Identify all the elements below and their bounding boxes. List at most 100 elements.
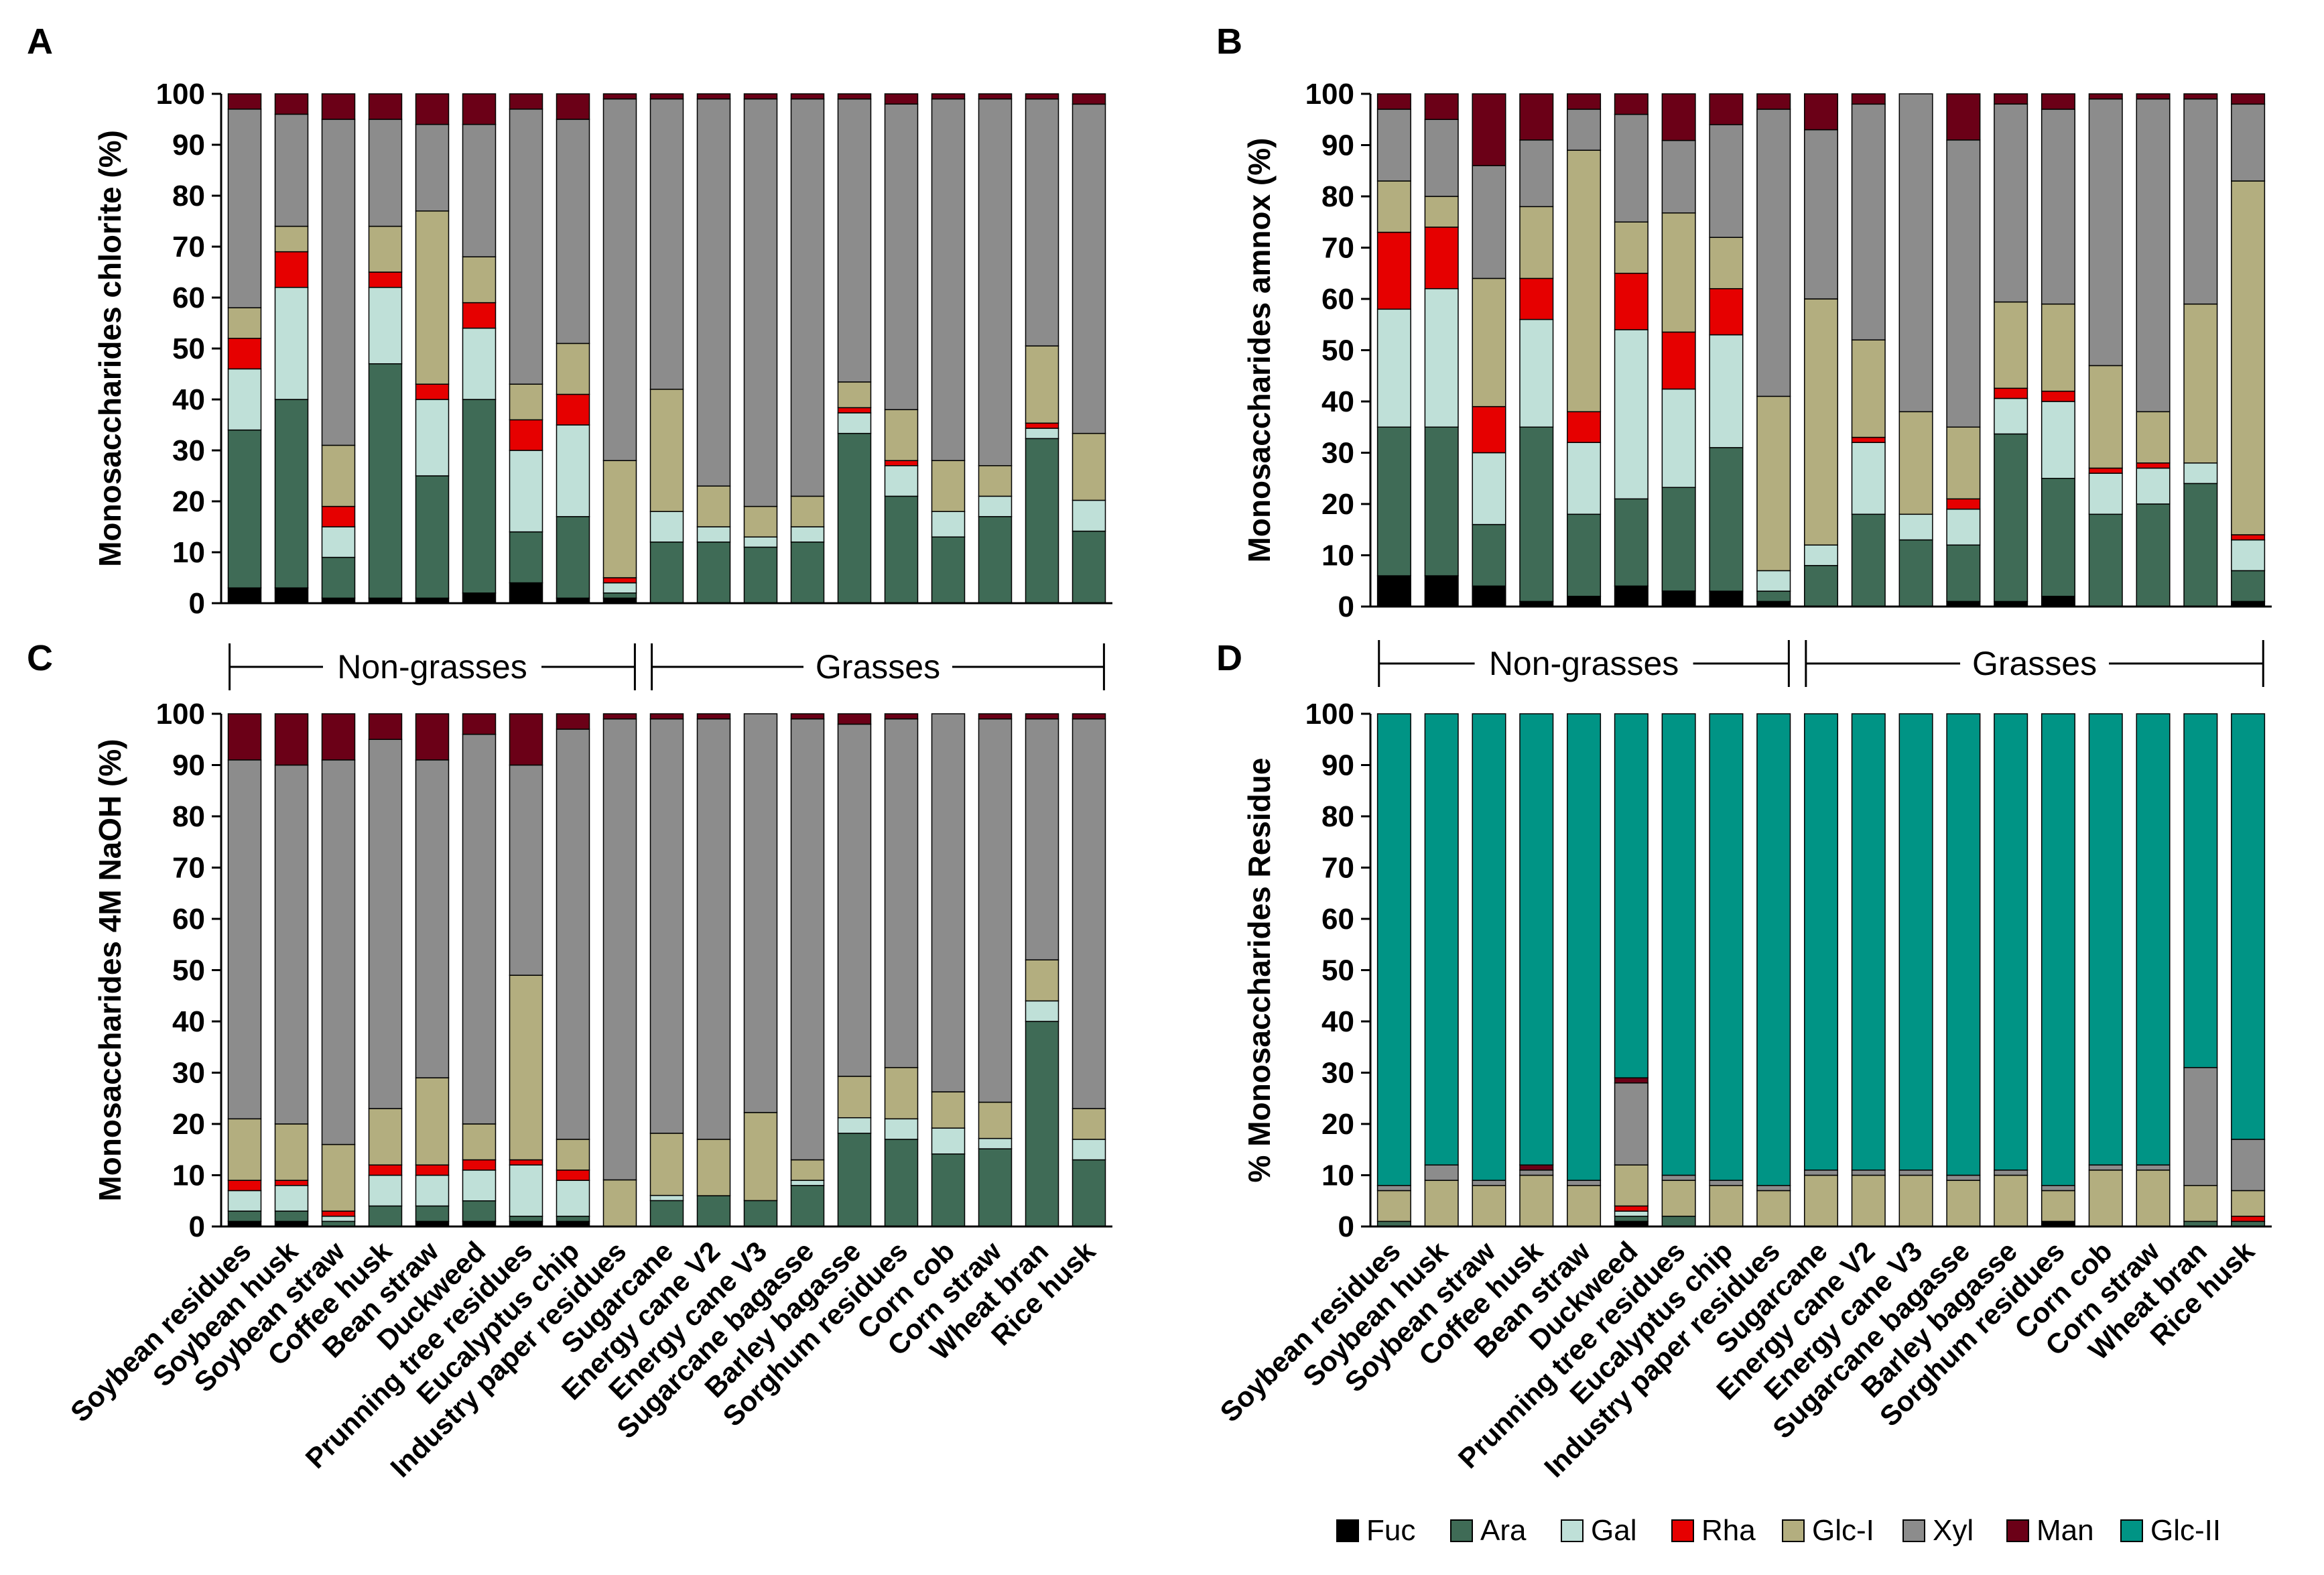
bar-segment-xyl bbox=[1661, 139, 1696, 214]
bar-stack bbox=[1567, 93, 1602, 607]
y-tick-label: 10 bbox=[1321, 1159, 1354, 1192]
bar-segment-man bbox=[415, 713, 450, 761]
bar-segment-rha bbox=[321, 505, 356, 527]
legend-swatch bbox=[1336, 1519, 1359, 1542]
bar-segment-xyl bbox=[1025, 98, 1059, 346]
bar-segment-glc-i bbox=[1424, 1180, 1459, 1227]
bar-segment-glc-i bbox=[2136, 411, 2171, 464]
bar-segment-glc-i bbox=[1519, 1174, 1554, 1227]
bar-segment-man bbox=[1661, 93, 1696, 141]
bar-segment-ara bbox=[227, 429, 262, 588]
bar-segment-xyl bbox=[931, 98, 966, 461]
bar-segment-xyl bbox=[837, 723, 872, 1077]
y-tick-label: 10 bbox=[172, 1159, 205, 1192]
bar-segment-man bbox=[1072, 713, 1106, 720]
bar-segment-xyl bbox=[884, 718, 919, 1068]
bar-segment-man bbox=[1567, 93, 1602, 110]
bar-segment-ara bbox=[227, 1210, 262, 1222]
bar-segment-xyl bbox=[2231, 103, 2266, 182]
bar-segment-glc-i bbox=[790, 495, 825, 527]
bar-segment-glc-i bbox=[462, 1123, 497, 1161]
bar-segment-ara bbox=[1072, 530, 1106, 604]
bar-segment-man bbox=[1946, 93, 1981, 141]
bar-segment-xyl bbox=[321, 119, 356, 446]
bar-segment-xyl bbox=[602, 718, 637, 1181]
bar-segment-xyl bbox=[1376, 1185, 1411, 1192]
bar-segment-glc-ii bbox=[1946, 713, 1981, 1176]
bar-stack bbox=[1614, 93, 1649, 607]
y-tick-label: 60 bbox=[1321, 903, 1354, 936]
bar-stack bbox=[274, 93, 309, 604]
legend-swatch bbox=[1450, 1519, 1473, 1542]
bar-segment-man bbox=[931, 93, 966, 100]
bar-segment-xyl bbox=[696, 98, 731, 487]
bar-segment-rha bbox=[462, 302, 497, 329]
bar-segment-xyl bbox=[1851, 1170, 1886, 1176]
bar-segment-ara bbox=[415, 475, 450, 599]
bar-stack bbox=[509, 713, 543, 1227]
bar-segment-gal bbox=[1614, 1210, 1649, 1217]
bar-stack bbox=[2231, 713, 2266, 1227]
bar-segment-glc-i bbox=[884, 1067, 919, 1120]
bar-segment-man bbox=[1025, 93, 1059, 100]
bar-segment-rha bbox=[1025, 422, 1059, 429]
panel-letter: D bbox=[1216, 638, 1242, 678]
bar-stack bbox=[1025, 93, 1059, 604]
bar-segment-ara bbox=[2088, 513, 2123, 607]
bar-segment-ara bbox=[1072, 1159, 1106, 1227]
bar-segment-man bbox=[509, 93, 543, 110]
bar-stack bbox=[790, 93, 825, 604]
bar-segment-rha bbox=[462, 1159, 497, 1171]
bar-segment-rha bbox=[2231, 534, 2266, 541]
bar-segment-ara bbox=[837, 432, 872, 604]
bar-segment-xyl bbox=[1709, 124, 1744, 238]
bar-segment-ara bbox=[1851, 513, 1886, 607]
bar-segment-man bbox=[227, 93, 262, 110]
bar-segment-glc-i bbox=[1756, 1190, 1791, 1227]
bar-segment-xyl bbox=[1567, 1180, 1602, 1186]
panel-letter: B bbox=[1216, 21, 1242, 62]
panel-letter: A bbox=[27, 21, 53, 62]
bar-segment-man bbox=[649, 93, 684, 100]
bar-segment-glc-i bbox=[1025, 345, 1059, 424]
bar-segment-xyl bbox=[649, 98, 684, 390]
bar-stack bbox=[227, 713, 262, 1227]
legend-swatch bbox=[1561, 1519, 1584, 1542]
y-axis-label: Monosaccharides chlorite (%) bbox=[92, 130, 127, 567]
bar-segment-gal bbox=[649, 511, 684, 543]
bar-segment-glc-i bbox=[2088, 365, 2123, 469]
bar-segment-man bbox=[2136, 93, 2171, 100]
bar-segment-ara bbox=[556, 516, 590, 599]
bar-stack bbox=[2041, 93, 2075, 607]
bar-segment-man bbox=[415, 93, 450, 125]
bar-segment-rha bbox=[2231, 1215, 2266, 1222]
bar-segment-fuc bbox=[2041, 595, 2075, 607]
bar-stack bbox=[1994, 713, 2028, 1227]
bar-stack bbox=[1851, 713, 1886, 1227]
legend-swatch bbox=[2006, 1519, 2029, 1542]
bar-segment-man bbox=[1519, 93, 1554, 141]
bar-segment-ara bbox=[837, 1133, 872, 1227]
bar-stack bbox=[602, 93, 637, 604]
bar-segment-glc-i bbox=[1661, 212, 1696, 333]
bar-stack bbox=[1424, 713, 1459, 1227]
bar-segment-ara bbox=[931, 1153, 966, 1227]
bar-segment-glc-i bbox=[2183, 303, 2218, 464]
bar-segment-gal bbox=[931, 1127, 966, 1155]
y-tick-label: 70 bbox=[172, 852, 205, 885]
bar-stack bbox=[321, 713, 356, 1227]
bar-segment-glc-i bbox=[743, 1112, 778, 1202]
legend-label: Glc-I bbox=[1812, 1514, 1874, 1547]
bar-stack bbox=[1424, 93, 1459, 607]
bar-segment-ara bbox=[978, 1148, 1013, 1227]
bar-segment-fuc bbox=[462, 592, 497, 604]
bar-segment-xyl bbox=[1424, 119, 1459, 197]
bar-segment-glc-i bbox=[978, 465, 1013, 497]
bar-segment-xyl bbox=[978, 98, 1013, 466]
bar-segment-fuc bbox=[1661, 590, 1696, 607]
bar-segment-man bbox=[1803, 93, 1839, 131]
bar-segment-rha bbox=[227, 1180, 262, 1192]
bar-segment-xyl bbox=[1898, 1170, 1933, 1176]
bar-stack bbox=[1567, 713, 1602, 1227]
y-tick-label: 80 bbox=[1321, 800, 1354, 833]
